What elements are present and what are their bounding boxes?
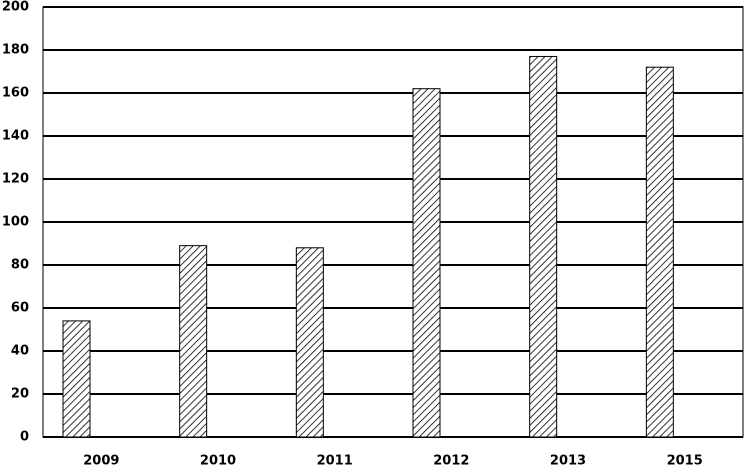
- bar: [529, 55, 558, 438]
- x-tick-label: 2015: [667, 454, 703, 468]
- y-tick-label: 60: [11, 301, 29, 316]
- x-tick-label: 2009: [83, 454, 119, 468]
- bar: [412, 88, 441, 438]
- y-tick-label: 180: [2, 43, 29, 58]
- x-tick-label: 2013: [550, 454, 586, 468]
- y-tick-label: 200: [2, 0, 29, 15]
- y-tick-label: 40: [11, 344, 29, 359]
- x-tick-label: 2010: [200, 454, 236, 468]
- y-tick-label: 0: [20, 430, 29, 445]
- bar: [179, 245, 208, 438]
- y-tick-label: 160: [2, 86, 29, 101]
- x-tick-label: 2012: [433, 454, 469, 468]
- y-tick-label: 120: [2, 172, 29, 187]
- bar: [295, 247, 324, 438]
- y-tick-label: 100: [2, 215, 29, 230]
- y-tick-label: 20: [11, 387, 29, 402]
- bar: [62, 320, 91, 438]
- y-tick-label: 140: [2, 129, 29, 144]
- x-tick-label: 2011: [317, 454, 353, 468]
- y-tick-label: 80: [11, 258, 29, 273]
- bar: [645, 66, 674, 438]
